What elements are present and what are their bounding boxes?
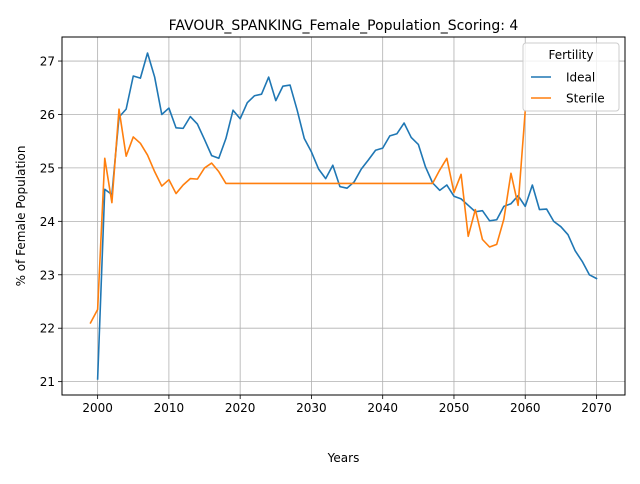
x-tick-label: 2070 bbox=[581, 401, 612, 415]
y-tick-label: 21 bbox=[40, 375, 55, 389]
series-lines bbox=[89, 52, 598, 380]
x-axis-label: Years bbox=[327, 451, 360, 465]
legend: Fertility Ideal Sterile bbox=[522, 42, 620, 112]
y-tick-label: 25 bbox=[40, 161, 55, 175]
x-tick-label: 2020 bbox=[225, 401, 256, 415]
y-tick-label: 27 bbox=[40, 55, 55, 69]
x-tick-label: 2060 bbox=[510, 401, 541, 415]
legend-ideal-label: Ideal bbox=[566, 71, 595, 85]
y-tick-label: 23 bbox=[40, 268, 55, 282]
legend-sterile-label: Sterile bbox=[566, 92, 605, 106]
y-tick-label: 26 bbox=[40, 108, 55, 122]
y-tick-label: 22 bbox=[40, 322, 55, 336]
x-tick-label: 2000 bbox=[82, 401, 113, 415]
series-line-ideal bbox=[96, 52, 598, 380]
series-line-sterile bbox=[89, 108, 527, 324]
y-tick-label: 24 bbox=[40, 215, 55, 229]
legend-box bbox=[522, 42, 620, 112]
plot-frame bbox=[61, 36, 626, 396]
x-axis-ticks: 2000 2010 2020 2030 2040 2050 2060 2070 bbox=[82, 395, 612, 415]
legend-title: Fertility bbox=[548, 48, 593, 62]
x-tick-label: 2030 bbox=[296, 401, 327, 415]
x-tick-label: 2010 bbox=[154, 401, 185, 415]
y-axis-label: % of Female Population bbox=[14, 146, 28, 287]
y-axis-ticks: 21 22 23 24 25 26 27 bbox=[40, 55, 62, 389]
x-tick-label: 2040 bbox=[367, 401, 398, 415]
chart-title: FAVOUR_SPANKING_Female_Population_Scorin… bbox=[169, 18, 519, 34]
x-tick-label: 2050 bbox=[439, 401, 470, 415]
